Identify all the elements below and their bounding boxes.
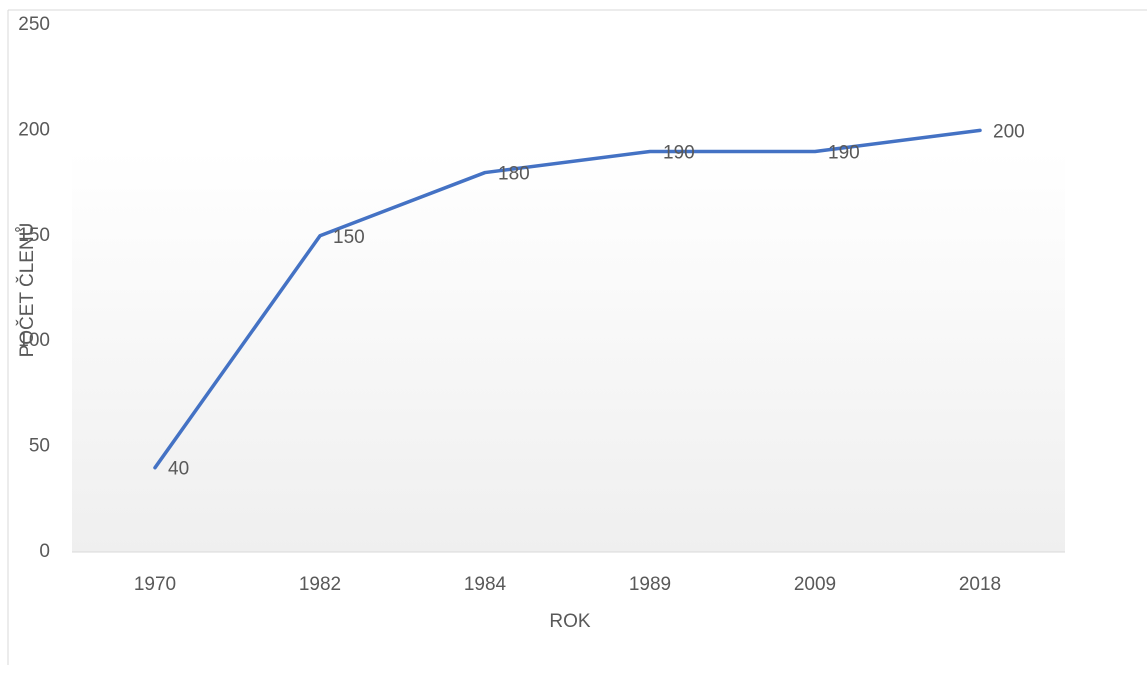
x-tick-label: 1970: [134, 574, 176, 595]
y-tick-label: 0: [39, 541, 50, 562]
x-tick-label: 1984: [464, 574, 507, 595]
x-tick-label: 1982: [299, 574, 341, 595]
data-label: 200: [993, 121, 1025, 142]
data-label: 190: [663, 142, 695, 163]
data-label: 150: [333, 227, 365, 248]
x-axis-title: ROK: [549, 611, 591, 632]
plot-background: [72, 150, 1065, 552]
x-tick-label: 1989: [629, 574, 671, 595]
y-tick-label: 250: [18, 14, 50, 35]
y-tick-label: 200: [18, 119, 50, 140]
y-tick-label: 50: [29, 436, 50, 457]
data-label: 180: [498, 164, 530, 185]
data-label: 40: [168, 459, 189, 480]
y-axis-title: POČET ČLENŮ: [16, 223, 38, 358]
x-tick-label: 2018: [959, 574, 1001, 595]
y-tick-label: 100: [18, 330, 50, 351]
x-tick-label: 2009: [794, 574, 836, 595]
line-series: [153, 128, 982, 470]
data-label: 190: [828, 142, 860, 163]
y-tick-label: 150: [18, 225, 50, 246]
